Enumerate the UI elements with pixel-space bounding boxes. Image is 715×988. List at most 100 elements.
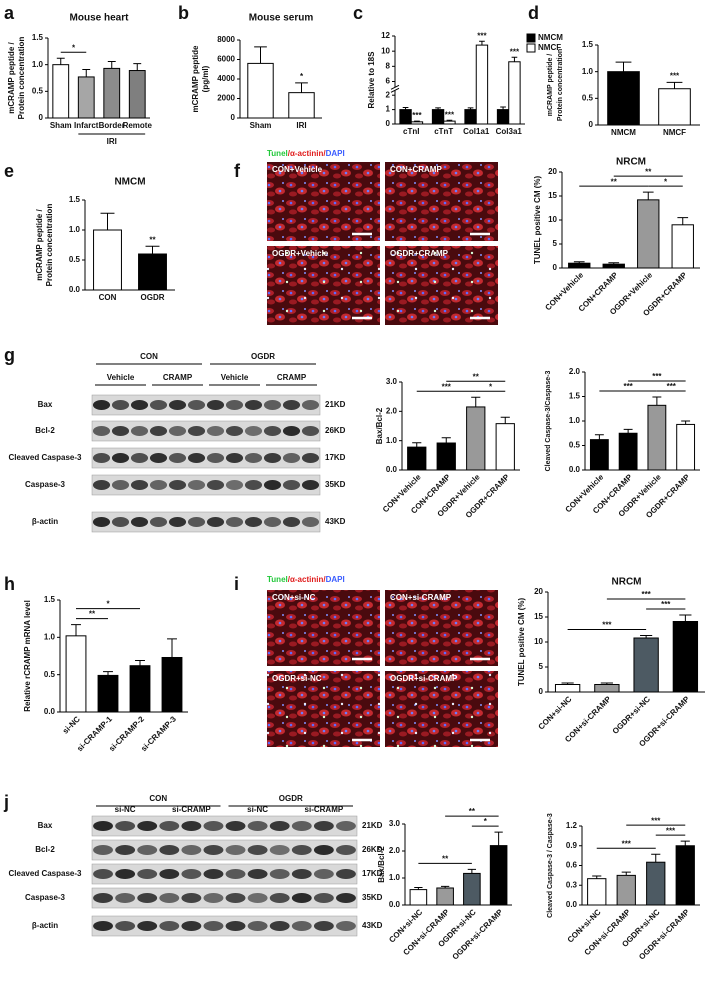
significance: **	[611, 177, 618, 186]
y-axis-label: mCRAMP peptide /	[7, 42, 16, 114]
blot-treatment: si-NC	[247, 805, 268, 814]
significance: ***	[510, 47, 520, 56]
protein-label: Caspase-3	[25, 480, 66, 489]
x-tick-label: OGDR	[141, 293, 165, 302]
error-bar	[471, 396, 481, 407]
blot-band	[203, 869, 224, 879]
blot-band	[168, 480, 187, 490]
x-tick-label: OGDR+si-CRAMP	[637, 907, 691, 961]
blot-band	[336, 821, 356, 831]
blot-band	[130, 517, 149, 527]
blot-band	[336, 869, 356, 879]
error-bar	[652, 396, 662, 406]
y-axis-label: TUNEL positive CM (%)	[533, 176, 542, 265]
y-tick-label: 1.0	[569, 416, 581, 425]
error-bar	[651, 853, 661, 863]
error-bar	[103, 671, 113, 676]
bar	[464, 109, 477, 125]
blot-band	[225, 845, 246, 855]
y-axis-label: Relative rCRAMP mRNA level	[23, 600, 32, 712]
y-axis-label: mCRAMP peptide /	[35, 209, 44, 281]
error-bar	[677, 217, 689, 225]
y-tick-label: 15	[534, 612, 543, 621]
blot-band	[203, 821, 224, 831]
x-tick-label: OGDR+si-NC	[611, 694, 653, 736]
blot-band	[263, 480, 282, 490]
error-bar	[100, 212, 115, 230]
chart-title: NMCM	[114, 177, 145, 188]
x-tick-label: OGDR+si-CRAMP	[451, 907, 505, 961]
blot-band	[137, 869, 158, 879]
y-tick-label: 1.5	[582, 40, 594, 49]
y-tick-label: 10	[534, 637, 543, 646]
blot-band	[111, 453, 130, 463]
blot-strip	[91, 447, 321, 469]
y-tick-label: 8	[386, 61, 391, 70]
blot-strip	[91, 511, 321, 533]
blot-band	[203, 921, 224, 931]
stain-part: Tunel	[267, 149, 288, 158]
significance: ***	[651, 816, 661, 825]
y-tick-label: 15	[548, 191, 557, 200]
significance: **	[442, 854, 449, 863]
blot-band	[92, 453, 111, 463]
blot-band	[168, 426, 187, 436]
size-label: 43KD	[325, 517, 346, 526]
y-tick-label: 0	[553, 263, 558, 272]
significance: ***	[445, 110, 455, 119]
blot-band	[206, 400, 225, 410]
axis-break	[390, 84, 400, 93]
y-tick-label: 0.3	[566, 880, 578, 889]
bar	[93, 229, 122, 291]
blot-band	[115, 845, 136, 855]
bar	[407, 446, 427, 471]
bar	[77, 76, 95, 119]
y-tick-label: 0.5	[44, 670, 56, 679]
significance: ***	[477, 31, 487, 40]
y-tick-label: 20	[534, 587, 543, 596]
blot-band	[168, 517, 187, 527]
error-bar	[441, 437, 451, 444]
protein-label: Bcl-2	[35, 845, 55, 854]
legend-label: NMCF	[538, 43, 561, 52]
error-bar	[680, 840, 690, 846]
y-tick-label: 0.9	[566, 841, 578, 850]
error-bar	[107, 60, 116, 69]
blot-treatment: si-CRAMP	[172, 805, 211, 814]
chart-title: NRCM	[612, 577, 642, 588]
y-tick-label: 3.0	[386, 377, 398, 386]
blot-band	[313, 845, 334, 855]
micrograph-overlay	[385, 246, 498, 325]
blot-band	[187, 400, 206, 410]
blot-band	[181, 821, 202, 831]
blot-strip	[91, 474, 321, 496]
field-label: CON+CRAMP	[390, 165, 442, 174]
field-label: OGDR+Vehicle	[272, 249, 329, 258]
blot-band	[93, 869, 113, 879]
blot-band	[225, 426, 244, 436]
y-tick-label: 5	[539, 662, 544, 671]
y-tick-label: 1.5	[44, 595, 56, 604]
significance: ***	[641, 590, 651, 599]
y-axis-label: TUNEL positive CM (%)	[517, 598, 526, 687]
y-axis-label: Protein concentration	[45, 204, 54, 287]
blot-band	[282, 517, 301, 527]
blot-band	[282, 426, 301, 436]
bar	[431, 109, 445, 125]
blot-band	[269, 893, 290, 903]
error-bar	[56, 57, 65, 65]
y-axis-label: Protein concentration	[557, 49, 564, 121]
y-tick-label: 0.0	[566, 900, 578, 909]
blot-band	[336, 845, 356, 855]
blot-band	[149, 400, 168, 410]
y-tick-label: 0.0	[569, 465, 581, 474]
error-bar	[412, 442, 422, 448]
size-label: 21KD	[325, 400, 346, 409]
error-bar	[133, 63, 142, 71]
blot-band	[301, 426, 320, 436]
error-bar	[594, 434, 604, 440]
micrograph-overlay	[385, 671, 498, 747]
y-tick-label: 2	[386, 90, 391, 99]
x-tick-label: Sham	[50, 121, 72, 130]
